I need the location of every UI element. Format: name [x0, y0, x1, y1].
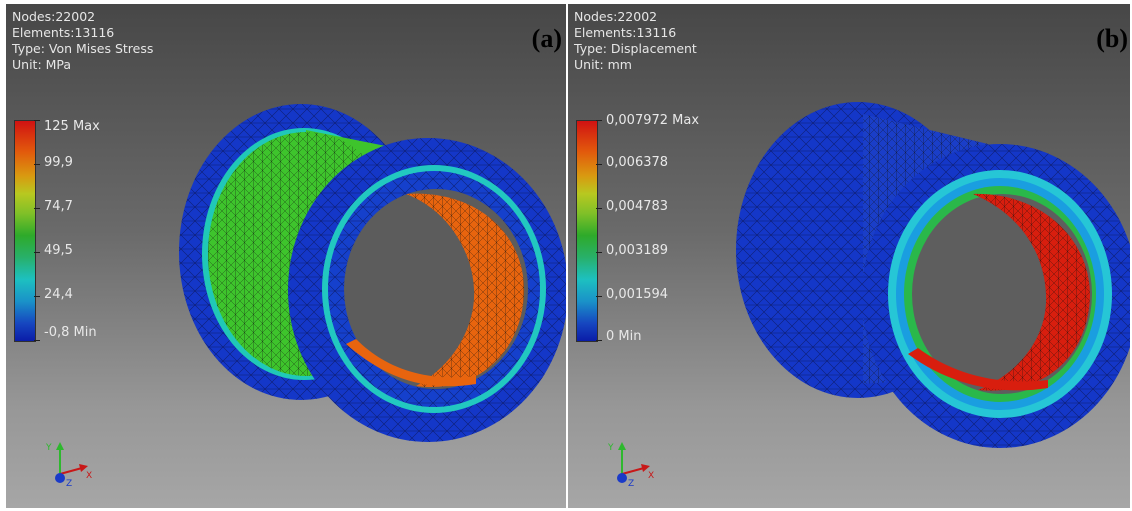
legend-value: 0,003189: [606, 243, 669, 258]
color-scale: [576, 120, 598, 342]
displacement-model[interactable]: [568, 4, 1130, 508]
legend-min: -0,8 Min: [44, 325, 97, 340]
nodes-count: Nodes:22002: [12, 9, 96, 24]
svg-text:Y: Y: [45, 443, 52, 453]
axis-triad-icon: Y X Z: [607, 442, 654, 488]
stress-model[interactable]: [6, 4, 566, 508]
panel-tag: (a): [531, 24, 562, 53]
inner-bore: [344, 189, 528, 389]
legend-value: 74,7: [44, 199, 73, 214]
legend-value: 49,5: [44, 243, 73, 258]
elements-count: Elements:13116: [574, 25, 677, 40]
elements-count: Elements:13116: [12, 25, 115, 40]
legend-value: 0,006378: [606, 155, 669, 170]
result-type: Type: Displacement: [574, 41, 697, 56]
svg-text:Z: Z: [66, 479, 72, 488]
nodes-count: Nodes:22002: [574, 9, 658, 24]
result-unit: Unit: MPa: [12, 57, 72, 72]
result-unit: Unit: mm: [574, 57, 632, 72]
result-type: Type: Von Mises Stress: [12, 41, 154, 56]
legend-value: 0,004783: [606, 199, 669, 214]
legend-value: 24,4: [44, 287, 73, 302]
svg-text:X: X: [648, 471, 654, 481]
axis-triad-icon: Y X Z: [45, 442, 92, 488]
svg-text:X: X: [86, 471, 92, 481]
model-info: Nodes:22002 Elements:13116 Type: Displac…: [574, 9, 697, 73]
viewport-stress[interactable]: Nodes:22002 Elements:13116 Type: Von Mis…: [6, 4, 566, 508]
legend-value: 0,001594: [606, 287, 669, 302]
legend-max: 125 Max: [44, 119, 100, 134]
model-info: Nodes:22002 Elements:13116 Type: Von Mis…: [12, 9, 153, 73]
legend-min: 0 Min: [606, 329, 642, 344]
legend-value: 99,9: [44, 155, 73, 170]
panel-tag: (b): [1096, 24, 1128, 53]
stress-legend: 125 Max 99,9 74,7 49,5 24,4 -0,8 Min: [14, 120, 154, 346]
legend-max: 0,007972 Max: [606, 113, 700, 128]
svg-text:Y: Y: [607, 443, 614, 453]
inner-bore: [908, 193, 1092, 394]
svg-text:Z: Z: [628, 479, 634, 488]
viewport-displacement[interactable]: Nodes:22002 Elements:13116 Type: Displac…: [568, 4, 1130, 508]
color-scale: [14, 120, 36, 342]
displacement-legend: 0,007972 Max 0,006378 0,004783 0,003189 …: [576, 114, 716, 346]
